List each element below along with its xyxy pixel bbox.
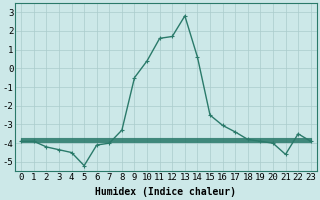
X-axis label: Humidex (Indice chaleur): Humidex (Indice chaleur) <box>95 187 236 197</box>
